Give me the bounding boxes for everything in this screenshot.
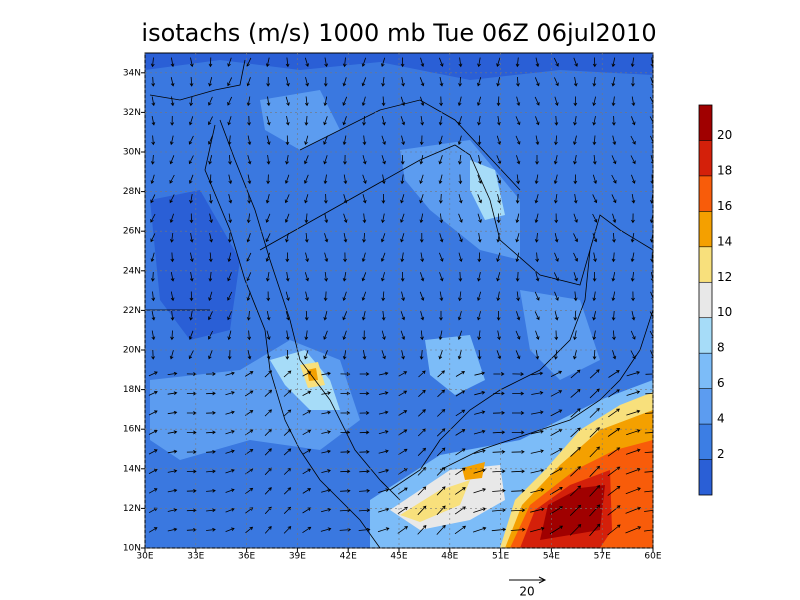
x-tick-label: 45E [390, 552, 407, 562]
colorbar-frame [698, 104, 713, 496]
x-tick-label: 54E [543, 552, 560, 562]
colorbar-swatch [699, 282, 712, 318]
y-tick-label: 18N [123, 385, 141, 395]
y-tick-label: 10N [123, 544, 141, 554]
x-tick-label: 51E [492, 552, 509, 562]
y-tick-label: 20N [123, 346, 141, 356]
colorbar-label: 14 [717, 234, 732, 248]
y-tick-label: 24N [123, 266, 141, 276]
y-tick-label: 12N [123, 504, 141, 514]
field-patch [540, 485, 605, 540]
y-tick-label: 28N [123, 187, 141, 197]
wind-vectors [148, 57, 653, 537]
x-tick-label: 57E [594, 552, 611, 562]
colorbar-swatch [699, 353, 712, 389]
colorbar-label: 8 [717, 341, 725, 355]
colorbar-label: 6 [717, 376, 725, 390]
colorbar-label: 2 [717, 447, 725, 461]
coastlines [145, 59, 653, 548]
field-patch [150, 190, 240, 340]
colorbar-swatch [699, 211, 712, 247]
field-patch [145, 53, 653, 80]
y-tick-label: 26N [123, 227, 141, 237]
field-patch [462, 462, 485, 480]
y-tick-label: 34N [123, 68, 141, 78]
y-tick-label: 30N [123, 148, 141, 158]
colorbar-swatch [699, 175, 712, 212]
x-tick-label: 60E [644, 552, 661, 562]
colorbar-swatch [699, 388, 712, 425]
x-tick-label: 39E [289, 552, 306, 562]
x-tick-label: 48E [441, 552, 458, 562]
colorbar-label: 4 [717, 412, 725, 426]
field-patch [307, 368, 318, 381]
colorbar-swatch [699, 459, 712, 495]
field-patch [270, 350, 340, 410]
reference-label: 20 [519, 585, 534, 599]
field [145, 53, 653, 548]
field-patch [260, 90, 340, 150]
colorbar-swatch [699, 246, 712, 283]
x-tick-label: 36E [238, 552, 255, 562]
y-tick-label: 14N [123, 464, 141, 474]
colorbar-label: 20 [717, 128, 732, 142]
colorbar-swatch [699, 140, 712, 176]
colorbar-label: 18 [717, 163, 732, 177]
colorbar-label: 12 [717, 270, 732, 284]
colorbar-swatch [699, 424, 712, 460]
field-patch [400, 480, 470, 522]
y-tick-label: 32N [123, 108, 141, 118]
colorbar-swatch [699, 317, 712, 354]
colorbar-label: 10 [717, 305, 732, 319]
map-title: isotachs (m/s) 1000 mb Tue 06Z 06jul2010 [141, 19, 656, 47]
y-tick-label: 22N [123, 306, 141, 316]
x-tick-label: 30E [136, 552, 153, 562]
x-tick-label: 33E [187, 552, 204, 562]
y-tick-label: 16N [123, 425, 141, 435]
reference-arrow-head [538, 576, 547, 584]
colorbar-swatch [699, 105, 712, 141]
colorbar-label: 16 [717, 199, 732, 213]
x-tick-label: 42E [340, 552, 357, 562]
